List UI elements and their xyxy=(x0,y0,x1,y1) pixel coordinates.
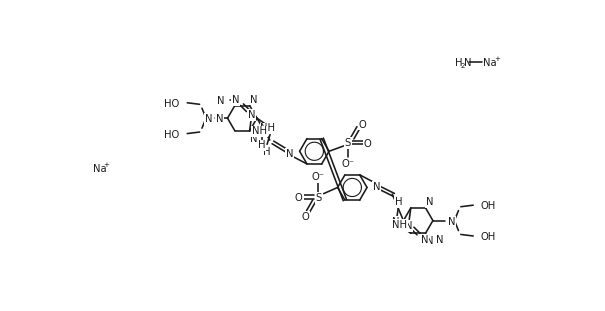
Text: N: N xyxy=(248,110,256,120)
Text: N: N xyxy=(421,235,428,245)
Text: N: N xyxy=(448,216,455,227)
Text: OH: OH xyxy=(481,201,496,211)
Text: N: N xyxy=(405,221,412,231)
Text: Na: Na xyxy=(93,164,106,174)
Text: O⁻: O⁻ xyxy=(312,172,325,182)
Text: N: N xyxy=(215,114,223,124)
Text: O: O xyxy=(364,139,371,149)
Text: N: N xyxy=(286,149,293,159)
Text: N: N xyxy=(426,197,433,207)
Text: 2: 2 xyxy=(460,63,465,68)
Text: NH: NH xyxy=(393,220,407,230)
Text: HO: HO xyxy=(164,99,180,109)
Text: N: N xyxy=(436,235,443,245)
Text: N: N xyxy=(391,216,399,227)
Text: N: N xyxy=(205,114,213,124)
Text: N: N xyxy=(217,96,225,106)
Text: +: + xyxy=(494,56,500,62)
Text: S: S xyxy=(316,193,322,203)
Text: Na: Na xyxy=(483,58,497,68)
Text: O: O xyxy=(301,212,309,222)
Text: H: H xyxy=(258,140,266,150)
Text: NH: NH xyxy=(260,123,275,133)
Text: O: O xyxy=(359,119,366,130)
Text: N: N xyxy=(464,58,471,68)
Text: NH: NH xyxy=(252,127,267,137)
Text: N: N xyxy=(426,236,433,246)
Text: +: + xyxy=(103,162,110,168)
Text: O⁻: O⁻ xyxy=(342,159,355,169)
Text: OH: OH xyxy=(481,232,496,242)
Text: N: N xyxy=(250,134,257,144)
Text: H: H xyxy=(394,197,402,207)
Text: N: N xyxy=(373,182,381,192)
Text: O: O xyxy=(295,193,302,203)
Text: S: S xyxy=(344,138,351,148)
Text: HO: HO xyxy=(164,130,180,140)
Text: N: N xyxy=(232,95,240,105)
Text: H: H xyxy=(456,58,463,68)
Text: H: H xyxy=(263,146,271,156)
Text: N: N xyxy=(250,95,257,104)
